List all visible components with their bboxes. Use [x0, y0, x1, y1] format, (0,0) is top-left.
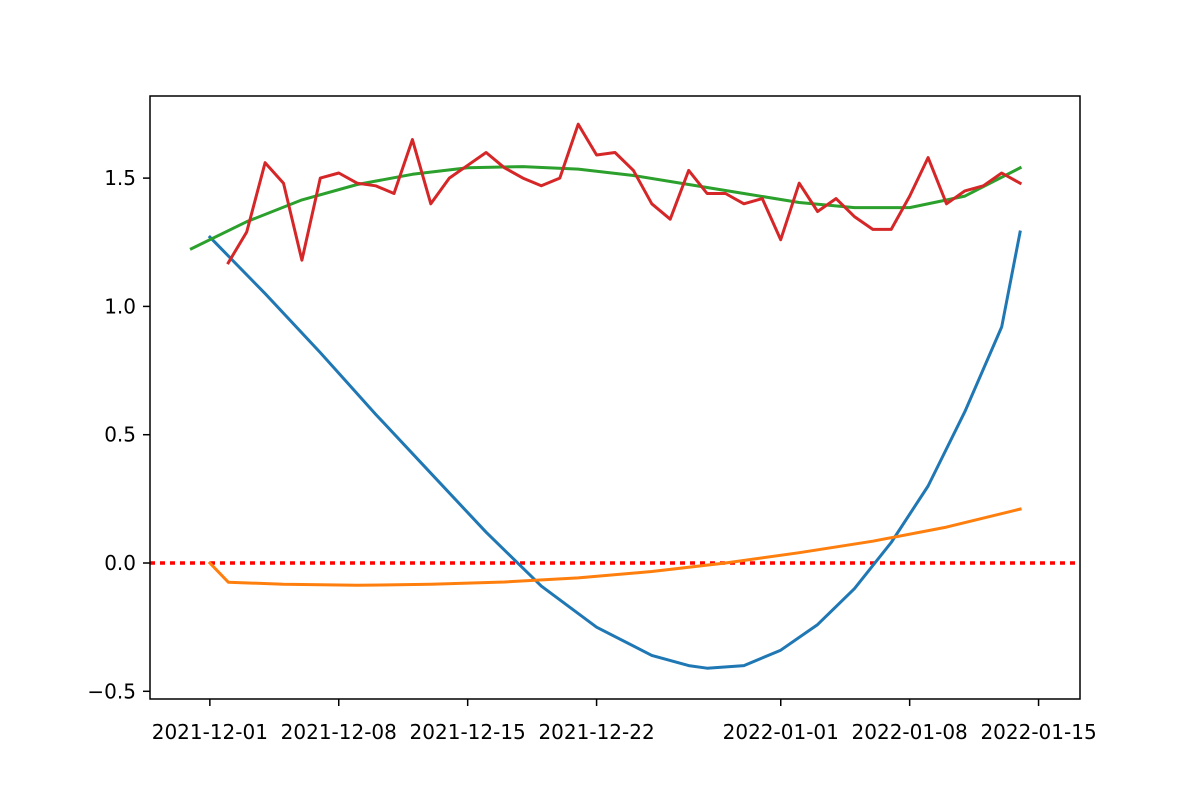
x-tick-label: 2021-12-15 [410, 720, 526, 744]
x-tick-label: 2022-01-15 [980, 720, 1096, 744]
y-tick-label: 0.5 [104, 423, 136, 447]
series-line-1 [207, 507, 1022, 587]
y-tick-label: 0.0 [104, 551, 136, 575]
series-line-2 [189, 165, 1023, 251]
y-axis: −0.5 0.0 0.5 1.0 1.5 [87, 166, 150, 703]
y-tick-label: −0.5 [87, 679, 136, 703]
y-tick-label: 1.5 [104, 166, 136, 190]
series-line-3 [226, 122, 1023, 265]
series-line-0 [207, 230, 1022, 670]
y-tick-label: 1.0 [104, 294, 136, 318]
x-tick-label: 2021-12-22 [538, 720, 654, 744]
x-tick-label: 2022-01-01 [723, 720, 839, 744]
series-lines [189, 122, 1023, 670]
x-tick-label: 2022-01-08 [852, 720, 968, 744]
x-tick-label: 2021-12-08 [281, 720, 397, 744]
plot-frame [149, 95, 1081, 700]
x-tick-label: 2021-12-01 [152, 720, 268, 744]
x-axis: 2021-12-01 2021-12-08 2021-12-15 2021-12-22… [152, 699, 1097, 744]
